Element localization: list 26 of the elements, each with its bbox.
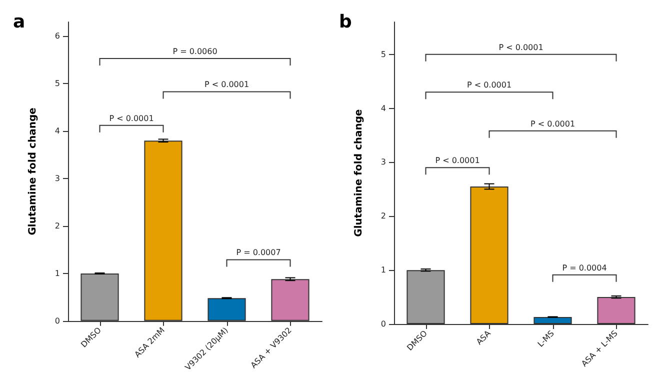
y-tick-label: 3 xyxy=(54,174,60,184)
y-tick-label: 4 xyxy=(54,126,60,136)
annotation: P = 0.0060 xyxy=(172,47,218,56)
y-tick-label: 6 xyxy=(54,32,60,41)
y-tick-label: 5 xyxy=(380,50,386,59)
annotation: P < 0.0001 xyxy=(498,42,544,52)
y-tick-label: 1 xyxy=(380,266,386,275)
annotation: P = 0.0004 xyxy=(562,263,607,272)
annotation: P < 0.0001 xyxy=(466,80,512,90)
annotation: P < 0.0001 xyxy=(204,80,250,90)
y-tick-label: 4 xyxy=(380,104,386,113)
chart-title: a xyxy=(13,12,26,32)
y-tick-label: 5 xyxy=(54,79,60,88)
y-tick-label: 1 xyxy=(54,268,60,278)
y-tick-label: 3 xyxy=(380,158,386,167)
y-tick-label: 0 xyxy=(54,316,60,326)
y-tick-label: 2 xyxy=(54,222,60,231)
y-tick-label: 0 xyxy=(380,320,386,328)
annotation: P < 0.0001 xyxy=(109,114,154,123)
y-axis-title: Glutamine fold change xyxy=(28,107,38,236)
annotation: P < 0.0001 xyxy=(530,119,576,128)
y-axis-title: Glutamine fold change xyxy=(354,108,364,237)
annotation: P < 0.0001 xyxy=(435,156,480,166)
y-tick-label: 2 xyxy=(380,212,386,221)
chart-title: b xyxy=(339,12,352,32)
annotation: P = 0.0007 xyxy=(236,248,281,258)
